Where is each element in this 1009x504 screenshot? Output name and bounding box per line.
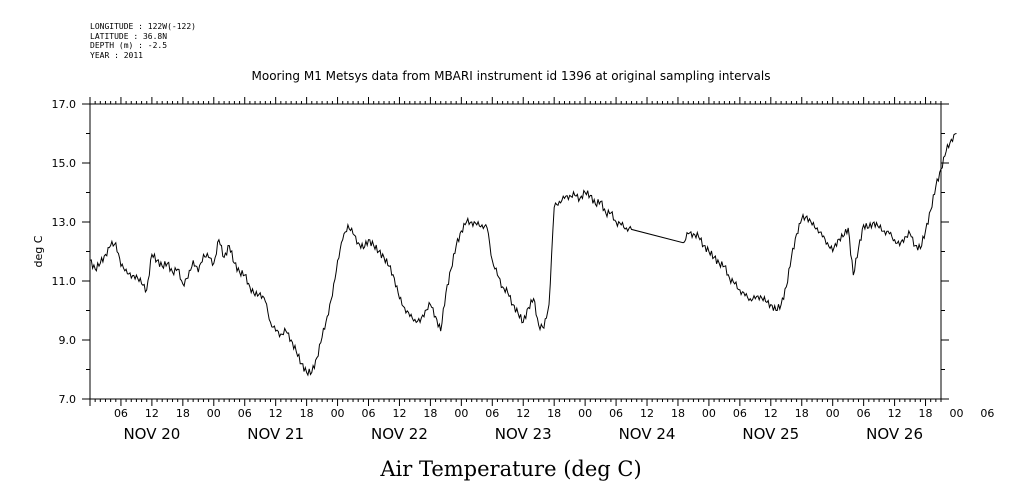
x-day-label: NOV 21 — [247, 425, 304, 443]
y-axis-label: deg C — [32, 235, 45, 267]
x-day-label: NOV 26 — [866, 425, 923, 443]
y-tick-label: 11.0 — [52, 275, 77, 288]
x-tick-label: 12 — [764, 407, 778, 420]
x-tick-label: 06 — [733, 407, 747, 420]
x-tick-label: 18 — [300, 407, 314, 420]
axis-labels: 06 12 18 00 06 12 18 00 06 12 18 00 06 12 18 00 06 12 18 00… — [52, 98, 995, 443]
latitude-text: LATITUDE : 36.8N — [90, 31, 168, 41]
y-tick-label: 15.0 — [52, 157, 77, 170]
x-tick-label: 06 — [609, 407, 623, 420]
x-tick-label: 18 — [176, 407, 190, 420]
x-tick-label: 18 — [919, 407, 933, 420]
x-tick-label: 00 — [331, 407, 345, 420]
x-tick-label: 00 — [949, 407, 963, 420]
y-tick-label: 13.0 — [52, 216, 77, 229]
x-tick-label: 00 — [702, 407, 716, 420]
axis-ticks — [82, 97, 949, 406]
x-tick-label: 12 — [145, 407, 159, 420]
x-tick-label: 06 — [980, 407, 994, 420]
x-day-label: NOV 24 — [619, 425, 676, 443]
x-tick-label: 00 — [454, 407, 468, 420]
x-tick-label: 00 — [826, 407, 840, 420]
plot-frame — [89, 103, 942, 400]
x-day-label: NOV 25 — [742, 425, 799, 443]
x-tick-label: 18 — [547, 407, 561, 420]
longitude-text: LONGITUDE : 122W(-122) — [90, 22, 196, 31]
temperature-line — [89, 133, 957, 377]
x-tick-label: 18 — [423, 407, 437, 420]
x-tick-label: 06 — [485, 407, 499, 420]
y-tick-label: 17.0 — [52, 98, 77, 111]
depth-text: DEPTH (m) : -2.5 — [90, 41, 168, 50]
x-tick-label: 12 — [640, 407, 654, 420]
x-tick-label: 06 — [238, 407, 252, 420]
x-tick-label: 12 — [516, 407, 530, 420]
y-tick-label: 9.0 — [59, 334, 77, 347]
x-tick-label: 18 — [795, 407, 809, 420]
x-tick-label: 00 — [207, 407, 221, 420]
x-tick-label: 12 — [888, 407, 902, 420]
x-tick-label: 12 — [269, 407, 283, 420]
x-day-label: NOV 22 — [371, 425, 428, 443]
x-day-label: NOV 23 — [495, 425, 552, 443]
x-day-label: NOV 20 — [123, 425, 180, 443]
x-tick-label: 06 — [857, 407, 871, 420]
x-tick-label: 18 — [671, 407, 685, 420]
chart-title: Mooring M1 Metsys data from MBARI instru… — [252, 69, 771, 83]
station-metadata: LONGITUDE : 122W(-122) LATITUDE : 36.8N … — [90, 22, 196, 60]
x-tick-label: 00 — [578, 407, 592, 420]
x-tick-label: 12 — [392, 407, 406, 420]
x-tick-label: 06 — [362, 407, 376, 420]
x-axis-title: Air Temperature (deg C) — [379, 457, 641, 481]
y-tick-label: 7.0 — [59, 393, 77, 406]
year-text: YEAR : 2011 — [90, 50, 143, 60]
x-tick-label: 06 — [114, 407, 128, 420]
